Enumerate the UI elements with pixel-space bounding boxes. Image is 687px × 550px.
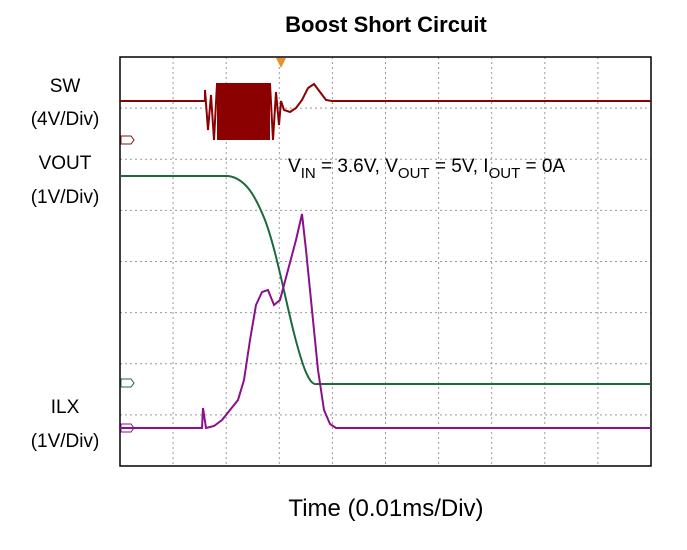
channel-name: SW: [50, 76, 81, 97]
annotation-part: = 3.6V, V: [316, 156, 399, 177]
sw-burst: [217, 84, 270, 140]
trigger-marker: [276, 58, 286, 68]
channel-scale: (4V/Div): [31, 109, 100, 130]
annotation-part: = 0A: [520, 156, 565, 177]
channel-name: VOUT: [39, 153, 92, 174]
ilx-trace: [120, 213, 651, 430]
channel-scale: (1V/Div): [31, 187, 100, 208]
marker-vout: [120, 378, 135, 388]
plot-frame: [119, 56, 652, 467]
annotation-part: = 5V, I: [430, 156, 489, 177]
channel-markers: [120, 135, 135, 433]
annotation-sub: OUT: [398, 165, 430, 182]
x-axis-label: Time (0.01ms/Div): [288, 495, 483, 522]
annotation-sub: OUT: [489, 165, 521, 182]
annotation-sub: IN: [301, 165, 316, 182]
marker-sw: [120, 135, 135, 145]
channel-name: ILX: [51, 397, 80, 418]
vout-trace: [120, 175, 651, 386]
title: Boost Short Circuit: [285, 12, 487, 37]
channel-scale: (1V/Div): [31, 431, 100, 452]
annotation: VIN = 3.6V, VOUT = 5V, IOUT = 0A: [288, 156, 565, 182]
grid: [120, 57, 651, 466]
annotation-part: V: [288, 156, 301, 177]
sw-trace: [120, 82, 651, 141]
